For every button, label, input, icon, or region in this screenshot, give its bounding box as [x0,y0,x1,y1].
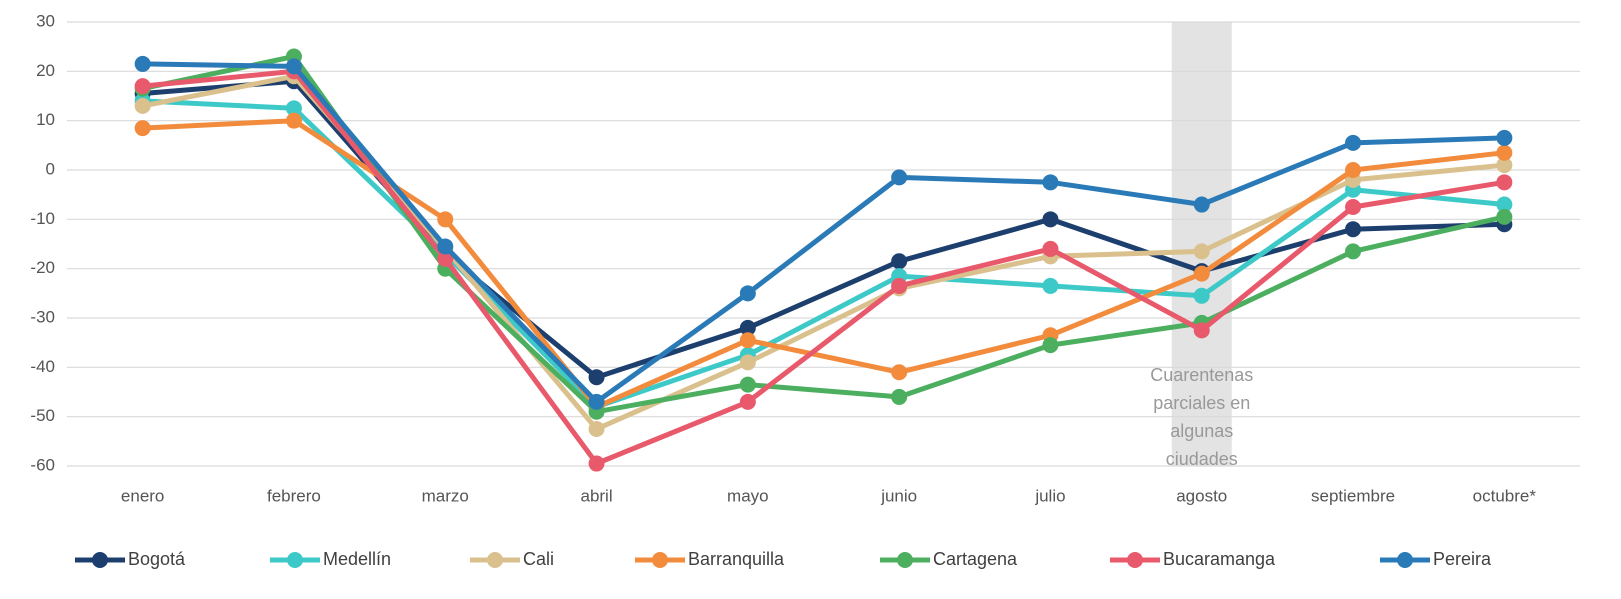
series-line [142,68,1505,466]
point [1345,199,1362,215]
point [285,100,302,117]
y-tick-label: 20 [36,61,55,80]
series-line [142,61,1505,405]
point [437,238,454,255]
point [1345,243,1362,260]
point [1345,162,1362,178]
annotation: Cuarentenas [1150,365,1253,385]
point [1042,174,1059,191]
point [437,211,454,228]
x-tick-label: marzo [422,486,469,505]
x-tick-label: agosto [1176,486,1227,505]
point [437,250,454,267]
point [739,376,756,393]
y-tick-label: -50 [30,406,55,425]
point [1496,208,1513,225]
y-tick-label: -20 [30,258,55,277]
annotation: parciales en [1153,393,1250,413]
legend-label: Pereira [1433,549,1492,569]
y-tick-label: 0 [46,159,55,178]
x-tick-label: julio [1034,486,1065,505]
legend-label: Cartagena [933,549,1018,569]
legend-marker [287,552,303,568]
x-tick-label: enero [121,486,164,505]
point [134,120,151,137]
annotation: algunas [1170,421,1233,441]
point [1042,277,1059,294]
series-line [142,98,1505,410]
point [1496,129,1513,146]
legend-label: Medellín [323,549,391,569]
point [891,253,908,270]
y-tick-label: -10 [30,209,55,228]
point [891,388,908,405]
point [891,277,908,294]
point [134,97,151,114]
point [134,78,151,95]
point [1496,174,1513,191]
point [1042,240,1059,257]
point [134,55,151,72]
legend-marker [92,552,108,568]
point [739,332,756,349]
point [1496,196,1513,213]
point [1345,134,1362,151]
x-tick-label: abril [580,486,612,505]
legend-marker [487,552,503,568]
x-tick-label: septiembre [1311,486,1395,505]
legend-marker [1397,552,1413,568]
point [1193,196,1210,213]
point [1042,211,1059,228]
point [285,58,302,75]
point [588,421,605,437]
point [588,393,605,410]
y-tick-label: -30 [30,307,55,326]
point [285,112,302,129]
legend-marker [897,552,913,568]
y-tick-label: -40 [30,357,55,376]
annotation: ciudades [1166,449,1238,469]
legend-label: Bucaramanga [1163,549,1276,569]
point [891,169,908,186]
point [1193,287,1210,304]
point [1345,221,1362,238]
legend-marker [652,552,668,568]
y-tick-label: -60 [30,455,55,474]
point [739,354,756,371]
legend-label: Cali [523,549,554,569]
x-tick-label: mayo [727,486,769,505]
legend-label: Barranquilla [688,549,785,569]
x-tick-label: junio [880,486,917,505]
x-tick-label: febrero [267,486,321,505]
point [739,319,756,336]
point [891,364,908,381]
point [588,455,605,472]
point [1496,144,1513,161]
y-tick-label: 10 [36,110,55,129]
series-line [142,118,1505,410]
point [1193,243,1210,260]
legend-marker [1127,552,1143,568]
point [1042,337,1059,354]
point [1496,157,1513,174]
point [588,369,605,386]
y-tick-label: 30 [36,11,55,30]
legend-label: Bogotá [128,549,186,569]
point [739,285,756,302]
point [1193,265,1210,282]
point [739,393,756,410]
point [1193,322,1210,339]
x-tick-label: octubre* [1473,486,1537,505]
